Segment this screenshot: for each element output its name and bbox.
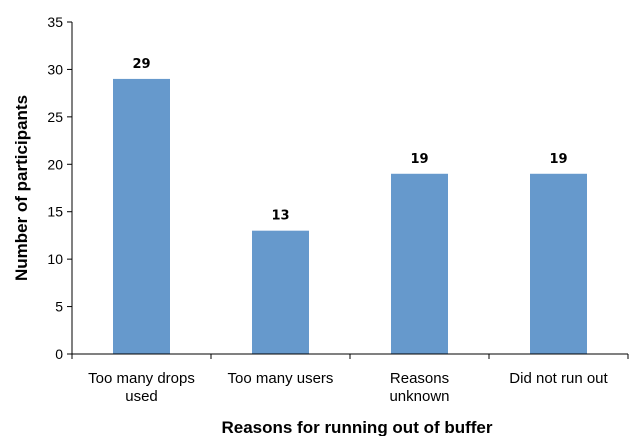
y-tick-label: 15 bbox=[47, 204, 63, 220]
bar bbox=[530, 173, 587, 354]
bars-layer bbox=[113, 78, 587, 355]
y-tick-label: 0 bbox=[55, 346, 63, 362]
data-label: 13 bbox=[271, 209, 289, 224]
x-tick-label: Did not run out bbox=[509, 370, 608, 387]
data-label: 29 bbox=[132, 57, 150, 72]
bar bbox=[252, 230, 309, 354]
x-tick-label: Reasons unknown bbox=[389, 370, 449, 405]
y-tick-label: 10 bbox=[47, 251, 63, 267]
y-tick-label: 35 bbox=[47, 14, 63, 30]
data-label: 19 bbox=[410, 152, 428, 167]
y-tick-label: 25 bbox=[47, 109, 63, 125]
x-axis-title: Reasons for running out of buffer bbox=[221, 418, 492, 436]
x-tick-label: Too many drops used bbox=[88, 370, 195, 405]
data-label: 19 bbox=[549, 152, 567, 167]
y-tick-label: 20 bbox=[47, 156, 63, 172]
x-tick-label: Too many users bbox=[228, 370, 334, 387]
bar bbox=[391, 173, 448, 354]
axes-layer: 0 5 10 15 20 25 30 35 Too many drops used Too many… bbox=[47, 14, 629, 405]
bar bbox=[113, 78, 170, 355]
y-axis-title: Number of participants bbox=[12, 95, 31, 281]
y-tick-label: 5 bbox=[55, 299, 63, 315]
data-labels-layer: 29 13 19 19 bbox=[132, 57, 567, 224]
y-tick-label: 30 bbox=[47, 61, 63, 77]
